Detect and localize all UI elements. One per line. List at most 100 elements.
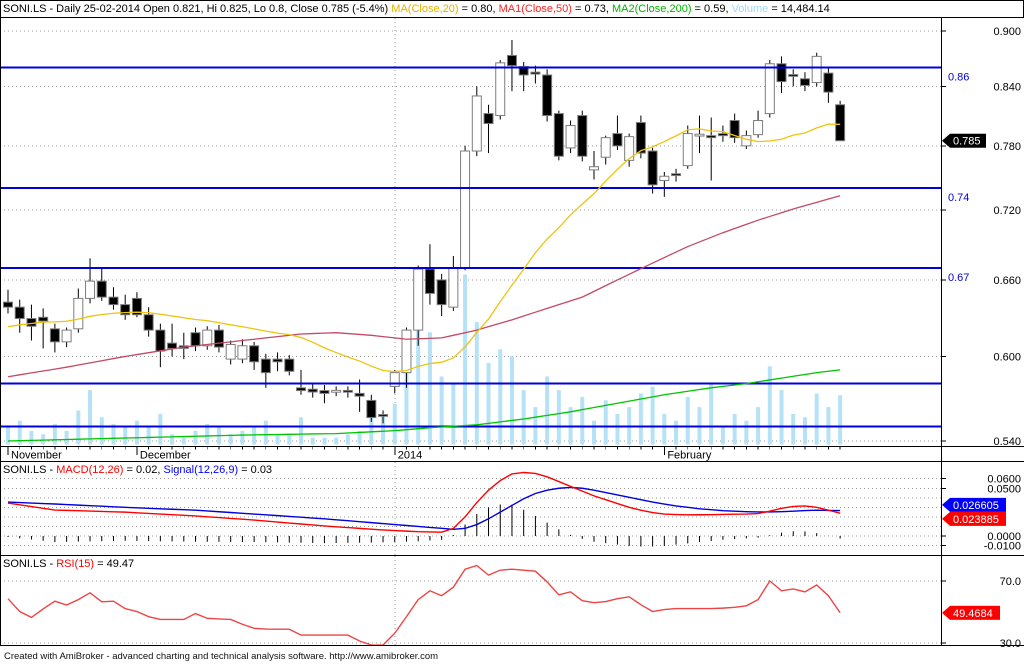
- svg-text:February: February: [667, 450, 712, 462]
- candle-up: [682, 133, 693, 167]
- axis-markers: 0.785 0.026605 0.023885 49.4684: [942, 133, 1006, 620]
- candle-down: [378, 413, 389, 417]
- volume-bar: [416, 308, 421, 445]
- rsi-pane: [7, 564, 841, 646]
- candle-down: [3, 301, 13, 308]
- volume-bar: [744, 420, 749, 445]
- candle-down: [296, 387, 306, 392]
- svg-text:70.0: 70.0: [1000, 576, 1021, 588]
- candle-down: [143, 314, 154, 331]
- volume-bar: [357, 430, 362, 445]
- volume-bar: [802, 417, 807, 445]
- volume-bar: [76, 410, 81, 445]
- volume-bar: [580, 396, 585, 445]
- candle-up: [764, 63, 775, 115]
- candle-up: [565, 125, 576, 149]
- volume-bar: [193, 430, 198, 445]
- volume-bar: [592, 420, 596, 445]
- candle-down: [706, 135, 717, 139]
- candle-down: [799, 78, 810, 86]
- svg-text:0.86: 0.86: [948, 71, 969, 83]
- volume-bar: [17, 420, 22, 445]
- candle-up: [401, 329, 412, 374]
- volume-bar: [814, 393, 819, 445]
- volume-bar: [263, 420, 268, 445]
- macd-pane: [7, 471, 841, 547]
- candle-down: [213, 329, 224, 348]
- candle-up: [61, 329, 72, 343]
- candle-down: [120, 304, 131, 316]
- volume-bar: [791, 413, 796, 445]
- candle-up: [659, 175, 670, 182]
- candle-down: [49, 328, 60, 343]
- volume-bar: [41, 434, 46, 445]
- volume-bar: [720, 427, 725, 445]
- volume-bar: [556, 390, 561, 445]
- svg-text:0.600: 0.600: [993, 351, 1021, 363]
- candle-down: [307, 388, 318, 393]
- candle-up: [600, 137, 611, 158]
- candle-up: [589, 166, 599, 171]
- volume-bar: [545, 376, 550, 445]
- candle-up: [237, 345, 248, 360]
- price-pane-title: SONI.LS - Daily 25-02-2014 Open 0.821, H…: [3, 3, 830, 15]
- svg-text:0.780: 0.780: [993, 141, 1021, 153]
- volume-bar: [732, 413, 737, 445]
- footer-credit: Created with AmiBroker - advanced charti…: [4, 651, 439, 662]
- candle-down: [354, 392, 365, 397]
- svg-text:-0.0100: -0.0100: [984, 541, 1021, 553]
- volume-bar: [29, 430, 34, 445]
- candle-down: [249, 345, 260, 363]
- volume-bar: [838, 395, 843, 445]
- candle-down: [167, 342, 178, 349]
- marker-arrow: [942, 605, 950, 620]
- svg-text:0.0600: 0.0600: [987, 474, 1021, 486]
- volume-bar: [603, 400, 608, 445]
- volume-bar: [299, 417, 303, 445]
- candle-down: [553, 113, 564, 157]
- candle-down: [835, 104, 846, 142]
- candle-up: [495, 62, 506, 117]
- volume-bar: [685, 396, 690, 445]
- volume-bar: [287, 434, 292, 445]
- svg-text:0.023885: 0.023885: [953, 514, 999, 526]
- svg-text:November: November: [11, 450, 62, 462]
- volume-bar: [170, 434, 175, 445]
- volume-bar: [509, 356, 514, 445]
- candle-down: [108, 296, 119, 306]
- volume-bar: [240, 430, 245, 445]
- volume-bar: [345, 434, 350, 445]
- candle-down: [26, 318, 37, 327]
- candle-down: [671, 173, 682, 177]
- candle-down: [577, 115, 588, 157]
- candle-down: [483, 113, 494, 125]
- candle-down: [272, 358, 283, 363]
- svg-text:0.660: 0.660: [993, 275, 1021, 287]
- grid-lines: [0, 18, 941, 646]
- volume-bar: [404, 349, 409, 445]
- candle-down: [717, 133, 728, 137]
- svg-text:30.0: 30.0: [1000, 638, 1021, 650]
- volume-bar: [181, 437, 186, 445]
- volume-bar: [111, 424, 116, 445]
- candle-up: [753, 120, 764, 136]
- candle-down: [436, 279, 447, 306]
- volume-bar: [674, 420, 679, 445]
- volume-bar: [709, 383, 714, 445]
- volume-bar: [779, 390, 784, 445]
- svg-text:0.67: 0.67: [948, 272, 969, 284]
- axes: 0.900 0.840 0.780 0.720 0.660 0.600 0.540 0.060…: [0, 0, 1024, 650]
- volume-bar: [310, 437, 315, 445]
- volume-bar: [88, 390, 93, 445]
- volume-bar: [205, 424, 210, 445]
- candle-down: [776, 63, 787, 83]
- moving-averages: [7, 123, 841, 442]
- volume-bar: [486, 362, 491, 445]
- candle-down: [635, 122, 646, 154]
- svg-text:2014: 2014: [398, 450, 422, 462]
- candle-down: [131, 297, 142, 316]
- volume-bar: [146, 427, 151, 445]
- marker-arrow: [942, 133, 950, 148]
- candle-up: [413, 268, 424, 331]
